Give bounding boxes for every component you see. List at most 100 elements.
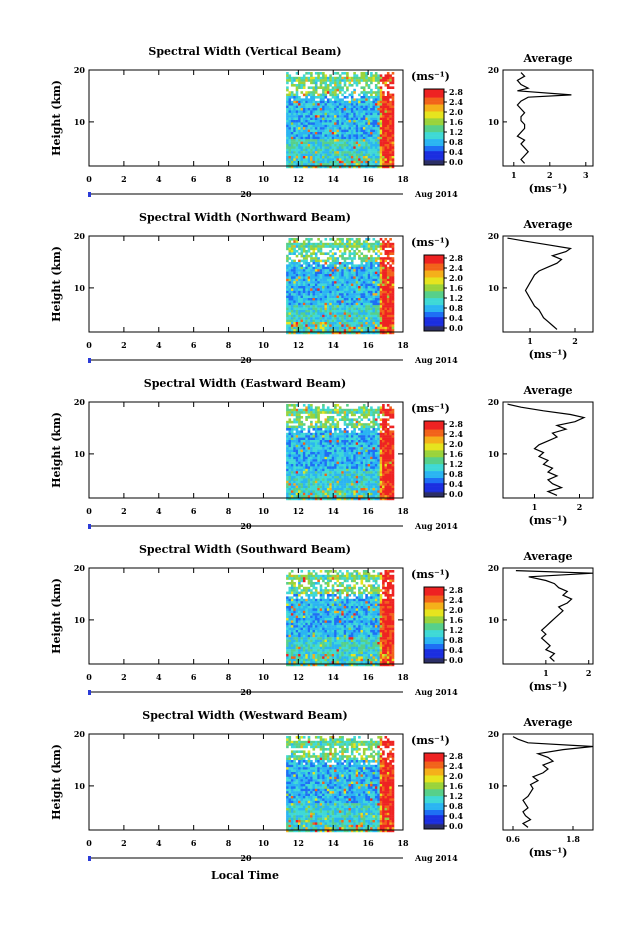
heatmap-cell: [391, 141, 395, 145]
heatmap-cell: [346, 134, 349, 137]
heatmap-cell: [382, 96, 385, 99]
heatmap-cell: [288, 117, 292, 121]
heatmap-cell: [293, 156, 296, 159]
heatmap-cell: [319, 100, 323, 104]
heatmap-cell: [348, 163, 352, 166]
heatmap-cell: [300, 271, 304, 275]
heatmap-cell: [348, 497, 352, 501]
heatmap-cell: [310, 490, 313, 493]
heatmap-cell: [346, 473, 349, 477]
heatmap-cell: [343, 288, 347, 291]
heatmap-cell: [334, 495, 337, 498]
heatmap-cell: [348, 124, 352, 128]
heatmap-cell: [374, 440, 378, 443]
heatmap-cell: [370, 298, 373, 301]
heatmap-cell: [370, 283, 373, 287]
heatmap-cell: [302, 312, 306, 315]
heatmap-cell: [382, 129, 385, 133]
heatmap-cell: [384, 322, 388, 325]
heatmap-cell: [384, 428, 388, 431]
heatmap-cell: [374, 148, 378, 152]
heatmap-cell: [331, 471, 335, 474]
heatmap-cell: [312, 269, 316, 272]
heatmap-cell: [334, 115, 337, 118]
heatmap-cell: [384, 136, 388, 140]
heatmap-cell: [367, 432, 371, 436]
heatmap-cell: [355, 497, 359, 501]
heatmap-cell: [290, 464, 294, 467]
heatmap-cell: [312, 461, 316, 465]
heatmap-cell: [382, 411, 385, 414]
heatmap-cell: [290, 473, 294, 477]
heatmap-cell: [317, 108, 320, 111]
heatmap-cell: [302, 266, 306, 270]
heatmap-cell: [353, 103, 356, 106]
heatmap-cell: [360, 461, 364, 465]
heatmap-cell: [379, 276, 383, 279]
heatmap-cell: [307, 300, 311, 303]
heatmap-cell: [338, 411, 342, 414]
heatmap-cell: [360, 132, 364, 135]
heatmap-cell: [288, 488, 292, 491]
heatmap-cell: [300, 440, 304, 443]
heatmap-cell: [343, 497, 347, 501]
heatmap-cell: [319, 293, 323, 296]
heatmap-cell: [365, 461, 368, 465]
heatmap-cell: [288, 485, 292, 489]
heatmap-cell: [377, 495, 380, 498]
heatmap-cell: [384, 444, 388, 448]
heatmap-cell: [300, 266, 304, 270]
heatmap-cell: [386, 144, 390, 147]
heatmap-cell: [305, 432, 308, 436]
heatmap-cell: [338, 86, 342, 89]
heatmap-cell: [314, 242, 318, 246]
heatmap-cell: [360, 437, 364, 441]
heatmap-cell: [305, 271, 308, 275]
heatmap-cell: [298, 122, 301, 125]
heatmap-cell: [343, 447, 347, 450]
heatmap-cell: [374, 476, 378, 479]
heatmap-cell: [334, 81, 337, 85]
heatmap-cell: [334, 144, 337, 147]
heatmap-cell: [350, 444, 354, 448]
heatmap-cell: [370, 307, 373, 311]
heatmap-cell: [293, 293, 296, 296]
heatmap-cell: [310, 103, 313, 106]
heatmap-cell: [343, 115, 347, 118]
colorbar-segment: [424, 306, 444, 309]
heatmap-cell: [322, 146, 325, 149]
heatmap-cell: [319, 317, 323, 320]
heatmap-cell: [331, 317, 335, 320]
heatmap-cell: [377, 442, 380, 445]
heatmap-cell: [384, 430, 388, 433]
heatmap-cell: [341, 473, 344, 477]
heatmap-cell: [372, 290, 376, 294]
heatmap-cell: [295, 471, 299, 474]
heatmap-cell: [362, 153, 366, 157]
heatmap-cell: [314, 319, 318, 323]
heatmap-cell: [338, 271, 342, 275]
heatmap-cell: [314, 76, 318, 80]
heatmap-cell: [370, 165, 373, 169]
heatmap-cell: [319, 271, 323, 275]
heatmap-cell: [314, 100, 318, 104]
heatmap-cell: [312, 129, 316, 133]
heatmap-cell: [295, 490, 299, 493]
heatmap-cell: [336, 108, 340, 111]
heatmap-cell: [336, 483, 340, 486]
heatmap-cell: [300, 466, 304, 469]
heatmap-cell: [324, 122, 328, 125]
heatmap-cell: [288, 271, 292, 275]
heatmap-cell: [353, 117, 356, 121]
heatmap-cell: [331, 103, 335, 106]
heatmap-cell: [377, 314, 380, 318]
heatmap-cell: [341, 144, 344, 147]
heatmap-cell: [295, 302, 299, 306]
heatmap-cell: [319, 286, 323, 289]
heatmap-cell: [286, 331, 289, 335]
heatmap-cell: [334, 488, 337, 491]
heatmap-cell: [343, 136, 347, 140]
heatmap-cell: [326, 269, 330, 272]
heatmap-cell: [372, 144, 376, 147]
heatmap-cell: [374, 418, 378, 421]
